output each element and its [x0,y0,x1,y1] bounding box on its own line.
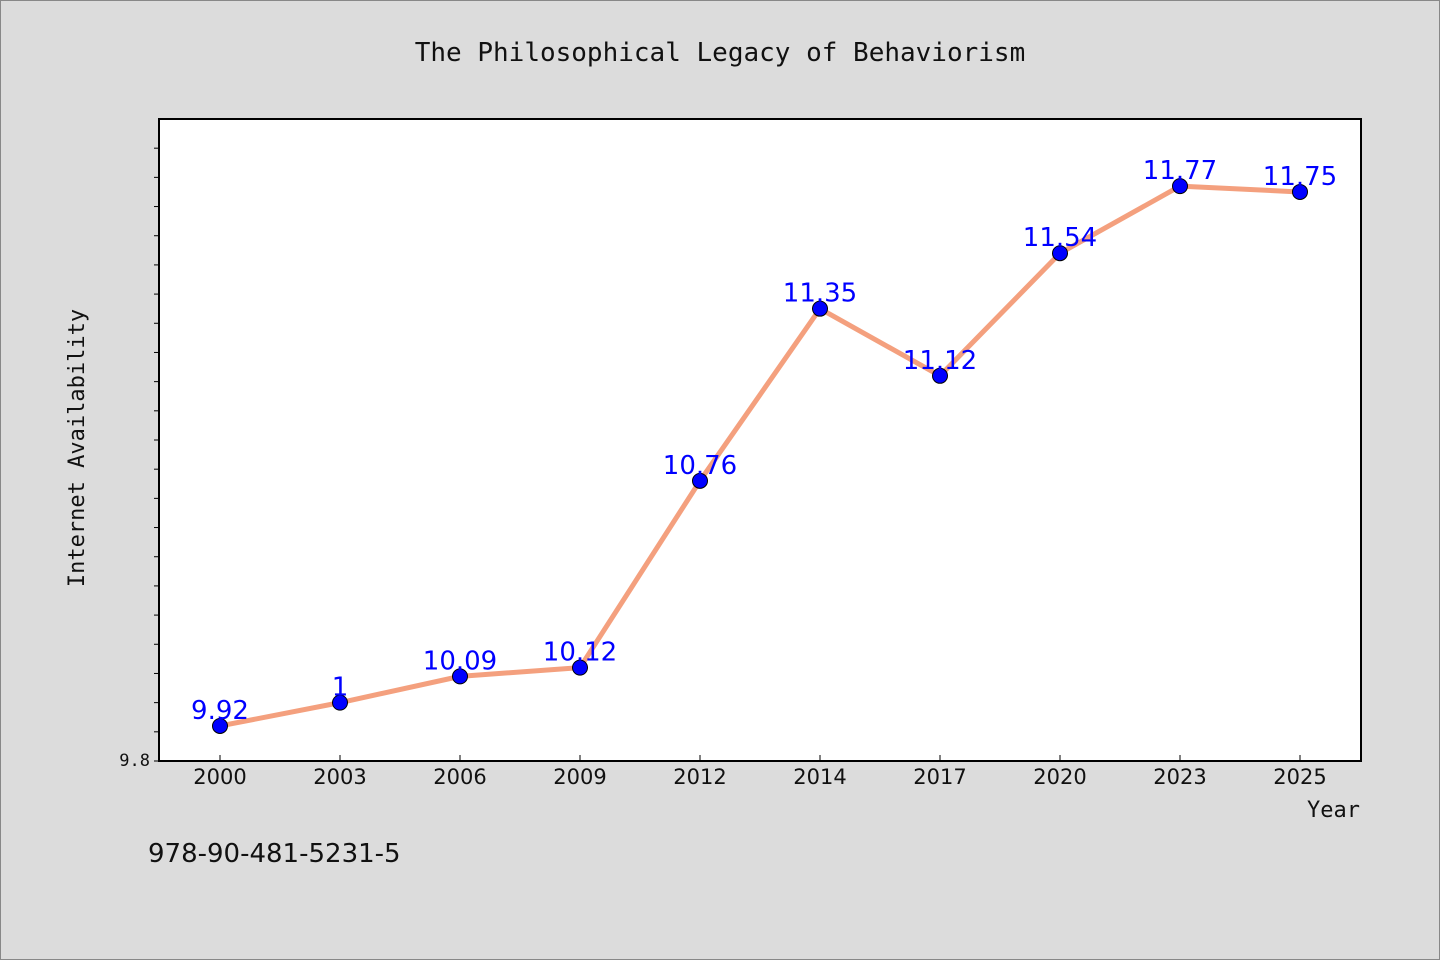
x-tick-label: 2006 [433,765,486,789]
data-point [1052,245,1068,262]
data-point [212,717,228,734]
plot-area [158,118,1362,762]
data-label: 9.92 [191,696,249,726]
x-axis-label: Year [1307,798,1360,823]
isbn-text: 978-90-481-5231-5 [148,839,401,869]
data-label: 11.54 [1023,223,1097,253]
x-axis-ticks [219,755,1301,761]
data-label: 11.12 [903,346,977,376]
x-tick-label: 2012 [673,765,726,789]
x-tick-label: 2025 [1273,765,1326,789]
chart-title: The Philosophical Legacy of Behaviorism [415,38,1025,68]
x-tick-label: 2009 [553,765,606,789]
data-label: 1 [332,673,349,703]
x-tick-label: 2014 [793,765,846,789]
x-tick-label: 2020 [1033,765,1086,789]
data-point [572,659,588,676]
data-point [692,472,708,489]
y-axis-label: Internet Availability [65,309,90,587]
data-label: 11.75 [1263,162,1337,192]
data-label: 11.77 [1143,156,1217,186]
data-point [452,668,468,685]
x-tick-label: 2003 [313,765,366,789]
data-point [332,694,348,711]
x-tick-labels: 2000 2003 2006 2009 2012 2014 2017 2020 2023 2025 [193,765,1326,789]
x-tick-label: 2017 [913,765,966,789]
data-label: 10.76 [663,451,737,481]
data-markers [212,178,1308,734]
data-point [812,300,828,317]
data-point [932,367,948,384]
y-tick-label: 9.8 [119,751,150,771]
series-line [217,183,1303,729]
data-point [1292,183,1308,200]
data-label: 11.35 [783,279,857,309]
y-axis-ticks [154,147,159,762]
x-tick-label: 2023 [1153,765,1206,789]
data-label: 10.12 [543,638,617,668]
data-point [1172,178,1188,195]
x-tick-label: 2000 [193,765,246,789]
data-label: 10.09 [423,646,497,676]
data-labels: 9.92 1 10.09 10.12 10.76 11.35 11.12 11.54 11.77… [191,156,1337,726]
